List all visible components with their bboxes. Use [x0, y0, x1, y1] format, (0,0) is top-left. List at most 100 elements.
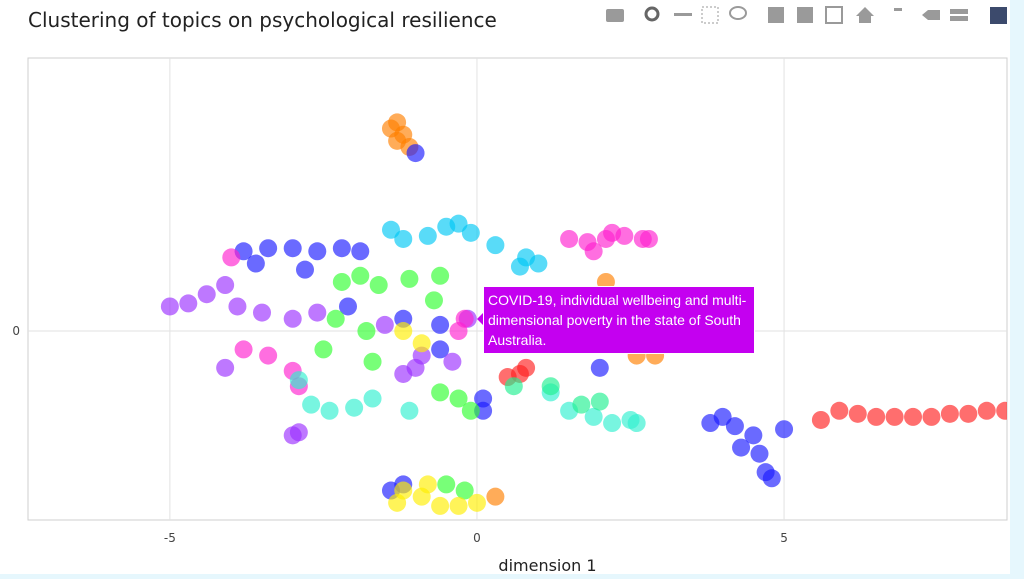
point	[412, 487, 431, 506]
point	[627, 414, 646, 433]
point	[639, 229, 658, 248]
point	[922, 407, 941, 426]
point	[541, 383, 560, 402]
point	[449, 214, 468, 233]
point	[603, 223, 622, 242]
hover-compare-button[interactable]	[950, 16, 968, 21]
point	[351, 266, 370, 285]
point	[701, 414, 720, 433]
point	[560, 401, 579, 420]
point	[381, 481, 400, 500]
point	[615, 226, 634, 245]
point	[940, 404, 959, 423]
point	[431, 340, 450, 359]
point	[388, 113, 407, 132]
point	[388, 493, 407, 512]
point	[449, 496, 468, 515]
point	[283, 426, 302, 445]
point	[449, 322, 468, 341]
point	[461, 401, 480, 420]
point	[289, 371, 308, 390]
point	[467, 493, 486, 512]
autoscale-button[interactable]	[825, 6, 843, 24]
point	[885, 407, 904, 426]
point	[406, 144, 425, 163]
point	[830, 401, 849, 420]
modebar[interactable]	[594, 2, 1024, 32]
point	[486, 487, 505, 506]
point	[762, 469, 781, 488]
point	[332, 239, 351, 258]
point	[412, 334, 431, 353]
point	[529, 254, 548, 273]
point	[179, 294, 198, 313]
zoom-in-button[interactable]	[768, 7, 784, 23]
point	[437, 217, 456, 236]
point	[867, 407, 886, 426]
point	[418, 226, 437, 245]
point	[713, 407, 732, 426]
point	[584, 407, 603, 426]
point	[603, 414, 622, 433]
point	[510, 364, 529, 383]
point	[314, 340, 333, 359]
point	[775, 420, 794, 439]
zoom-button[interactable]	[644, 6, 660, 22]
pan-button[interactable]	[674, 13, 692, 16]
point	[412, 346, 431, 365]
point	[388, 131, 407, 150]
point	[756, 463, 775, 482]
point	[302, 395, 321, 414]
point	[504, 377, 523, 396]
point	[725, 417, 744, 436]
point	[474, 389, 493, 408]
point	[394, 309, 413, 328]
point	[394, 475, 413, 494]
point	[289, 423, 308, 442]
reset-button[interactable]	[856, 7, 874, 23]
point	[431, 266, 450, 285]
point	[732, 438, 751, 457]
point	[572, 395, 591, 414]
point	[959, 404, 978, 423]
point	[394, 125, 413, 144]
point	[308, 242, 327, 261]
point	[283, 309, 302, 328]
point	[394, 322, 413, 341]
point	[590, 392, 609, 411]
hover-closest-button[interactable]	[922, 10, 940, 20]
select-button[interactable]	[701, 6, 719, 24]
point	[590, 358, 609, 377]
point	[418, 475, 437, 494]
point	[234, 340, 253, 359]
x-axis-title: dimension 1	[498, 556, 596, 575]
camera-button[interactable]	[606, 9, 624, 22]
zoom-out-button[interactable]	[797, 7, 813, 23]
point	[381, 220, 400, 239]
page-edge	[0, 574, 1024, 579]
point	[517, 358, 536, 377]
page-edge	[1010, 0, 1024, 579]
point	[431, 383, 450, 402]
lasso-button[interactable]	[729, 6, 747, 20]
x-tick-label: 0	[473, 531, 481, 545]
point	[596, 229, 615, 248]
point	[621, 410, 640, 429]
point	[394, 364, 413, 383]
point	[234, 242, 253, 261]
point	[461, 223, 480, 242]
point	[584, 242, 603, 261]
point	[431, 315, 450, 334]
point	[750, 444, 769, 463]
plotly-logo[interactable]	[990, 7, 1007, 24]
point	[295, 260, 314, 279]
chart-title: Clustering of topics on psychological re…	[28, 8, 497, 32]
point	[326, 309, 345, 328]
point	[848, 404, 867, 423]
spike-button[interactable]	[894, 8, 902, 11]
x-tick-label: 5	[780, 531, 788, 545]
point	[400, 401, 419, 420]
hover-compare-button[interactable]	[950, 9, 968, 14]
point	[443, 352, 462, 371]
point	[345, 398, 364, 417]
